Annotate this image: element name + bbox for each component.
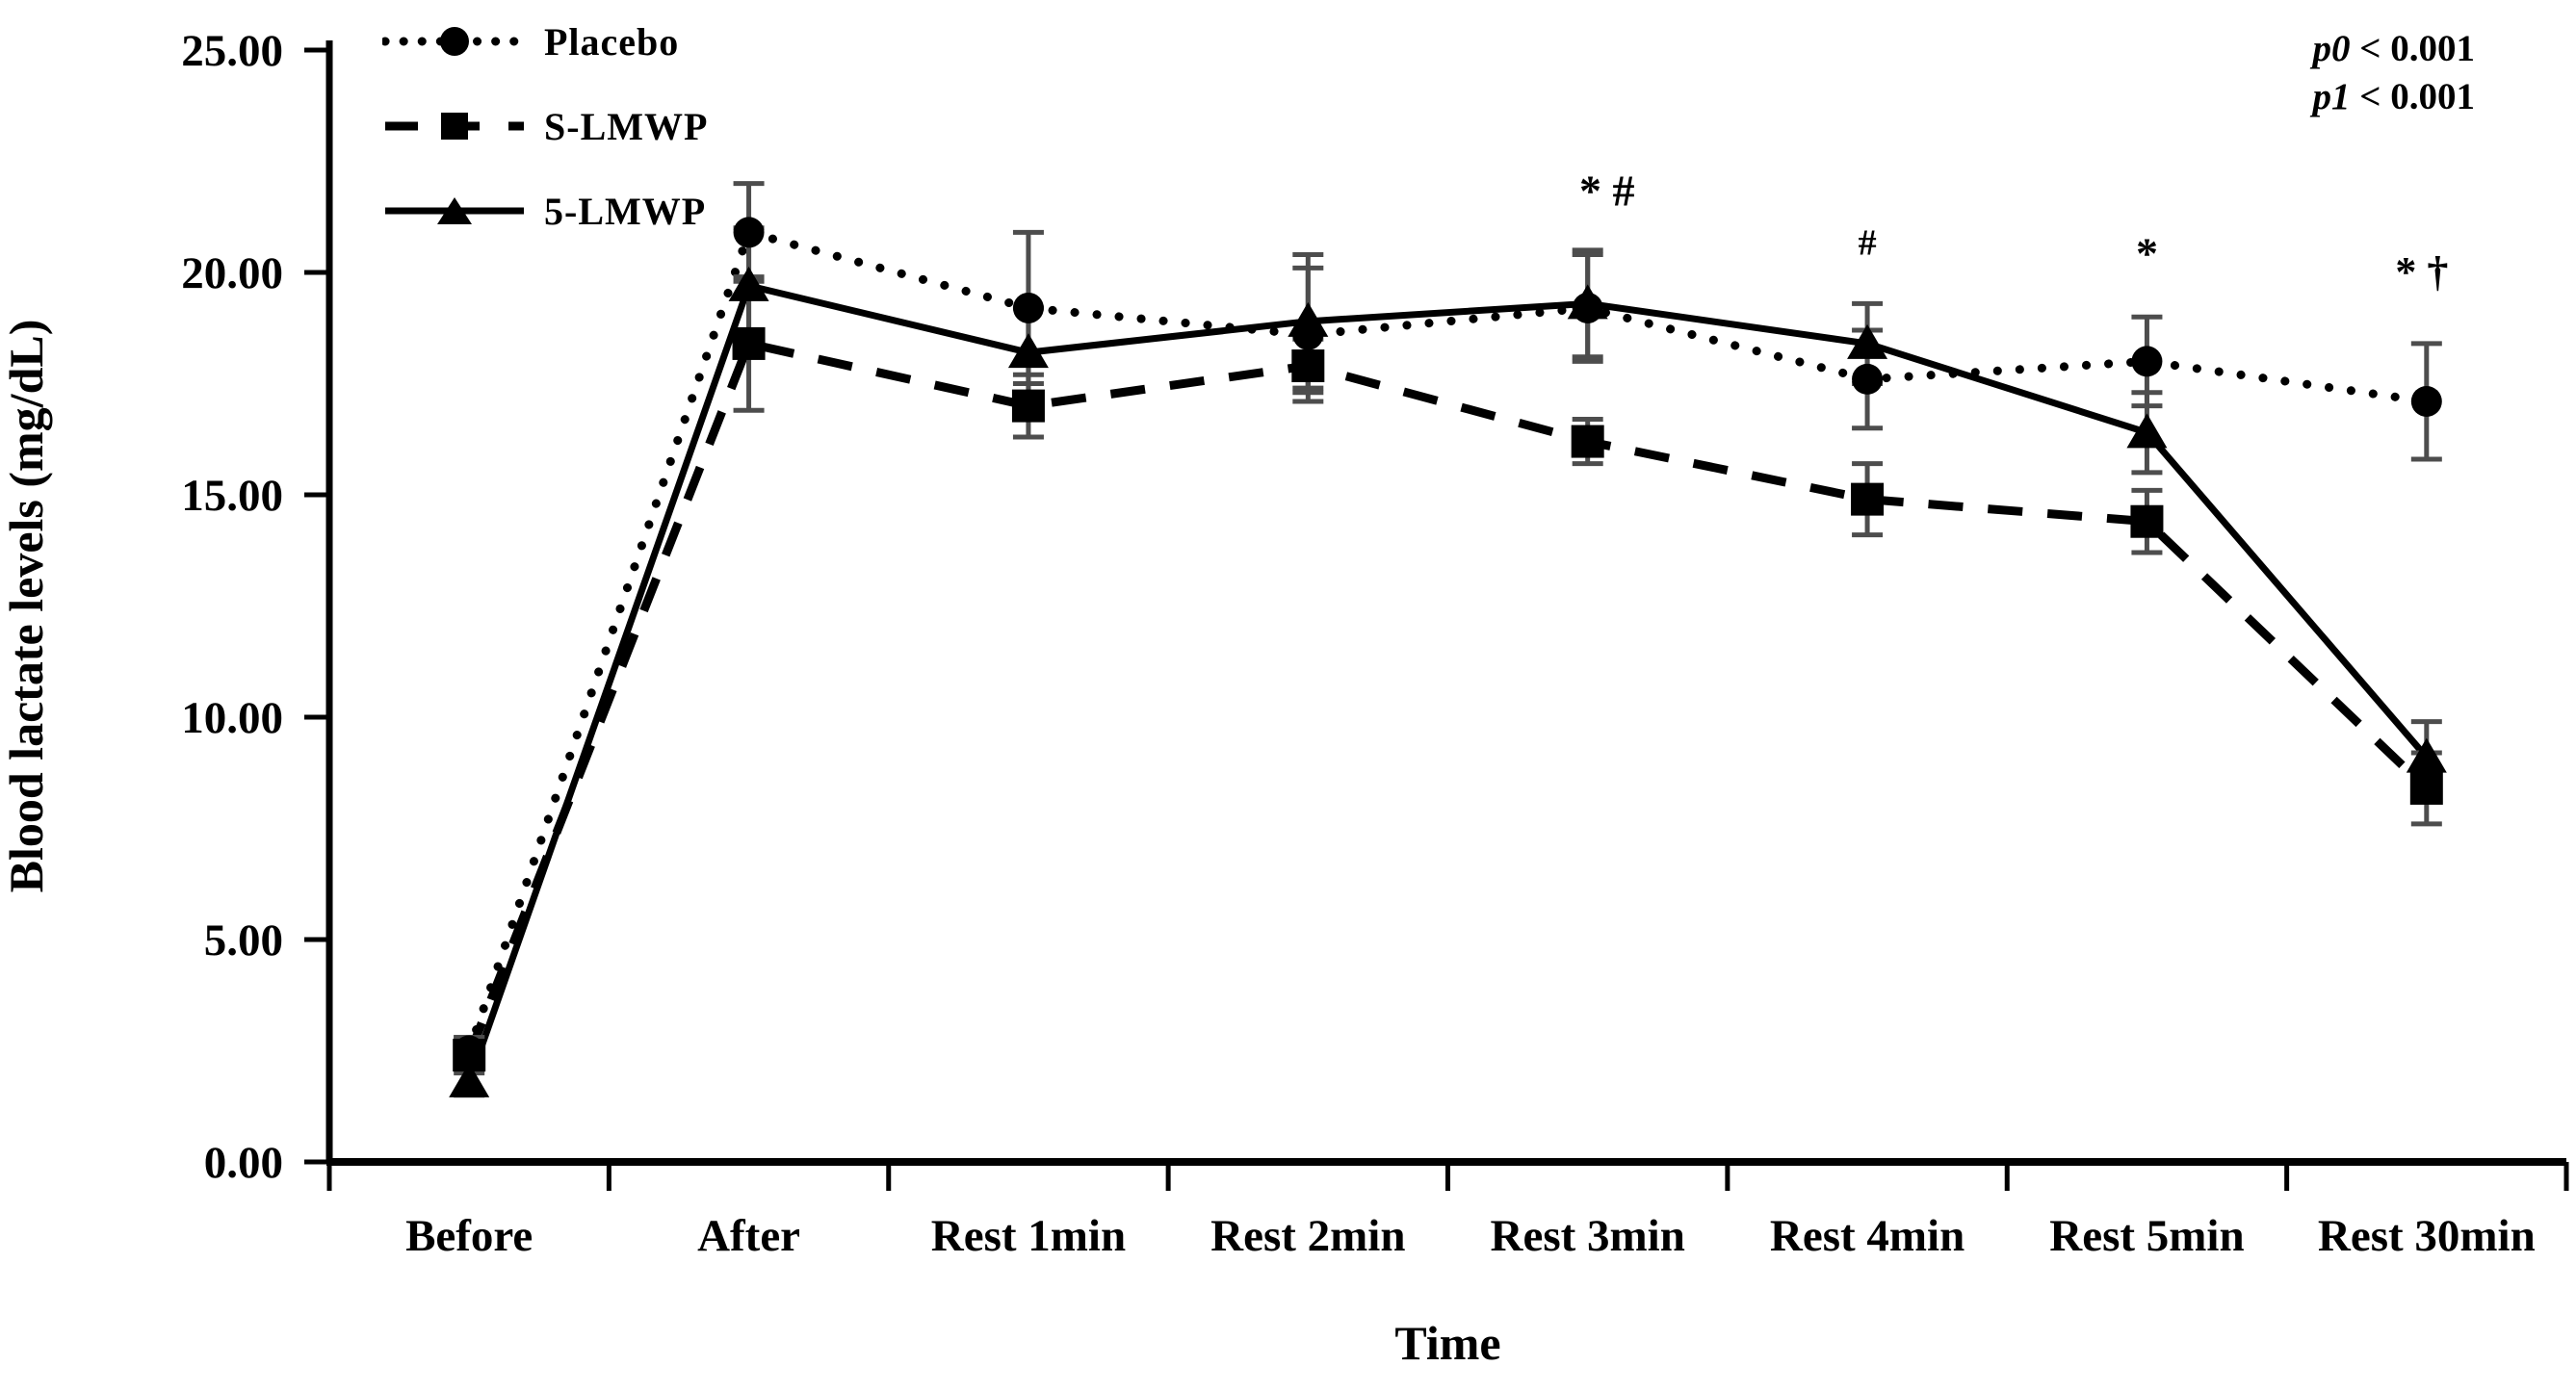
y-axis-title: Blood lactate levels (mg/dL): [0, 320, 53, 893]
stat-notes: p0 < 0.001 p1 < 0.001: [2313, 25, 2475, 121]
legend-marker-square: [441, 113, 468, 140]
y-tick-label: 20.00: [181, 248, 283, 298]
stat-note-symbol: p1: [2312, 75, 2351, 117]
marker-square: [1851, 482, 1885, 516]
legend-label: 5-LMWP: [544, 189, 707, 233]
marker-triangle: [2406, 737, 2447, 773]
y-tick-label: 15.00: [181, 471, 283, 521]
marker-square: [732, 326, 766, 360]
x-tick-label: Rest 30min: [2318, 1211, 2536, 1261]
x-axis-title: Time: [1394, 1316, 1500, 1370]
marker-triangle: [2126, 413, 2168, 449]
legend-marker-circle: [440, 27, 469, 56]
legend: Placebo S-LMWP 5-LMWP: [382, 19, 709, 233]
marker-circle: [733, 217, 765, 248]
legend-sample-dashed-line-icon: [385, 113, 524, 140]
x-tick-label: Rest 1min: [931, 1211, 1126, 1261]
stat-note: p0 < 0.001: [2313, 25, 2475, 73]
x-tick-label: Rest 3min: [1491, 1211, 1685, 1261]
series-line-s-lmwp: [464, 338, 2430, 1057]
marker-square: [2409, 771, 2443, 805]
legend-marker-triangle: [437, 197, 472, 224]
legend-sample-dotted-line-icon: [382, 27, 527, 56]
marker-square: [1571, 425, 1604, 458]
y-tick-label: 10.00: [181, 693, 283, 743]
marker-triangle: [1007, 333, 1049, 369]
x-tick-label: Rest 2min: [1210, 1211, 1405, 1261]
series-line-placebo: [464, 226, 2432, 1055]
marker-triangle: [1288, 301, 1329, 337]
x-tick-label: After: [697, 1211, 800, 1261]
legend-item-s-lmwp: S-LMWP: [382, 104, 709, 148]
stat-note-value: < 0.001: [2359, 28, 2475, 69]
y-tick-label: 5.00: [204, 915, 283, 966]
series-line-5-lmwp: [465, 281, 2430, 1083]
marker-circle: [1852, 363, 1884, 395]
significance-annotation: *: [2136, 228, 2158, 277]
x-tick-label: Before: [405, 1211, 533, 1261]
y-tick-label: 0.00: [204, 1138, 283, 1188]
stat-note: p1 < 0.001: [2313, 73, 2475, 121]
stat-note-symbol: p0: [2312, 28, 2351, 69]
marker-triangle: [449, 1062, 490, 1097]
marker-square: [1291, 349, 1325, 383]
marker-triangle: [728, 266, 769, 301]
x-tick-label: Rest 5min: [2049, 1211, 2244, 1261]
marker-triangle: [1567, 284, 1608, 320]
significance-annotation: * #: [1579, 167, 1635, 216]
significance-annotation: * †: [2395, 248, 2448, 296]
marker-circle: [1012, 292, 1044, 323]
significance-annotation: #: [1859, 223, 1877, 264]
marker-triangle: [1847, 323, 1888, 359]
legend-sample-solid-line-icon: [385, 197, 524, 224]
y-tick-label: 25.00: [181, 26, 283, 76]
legend-label: S-LMWP: [544, 104, 709, 148]
x-tick-label: Rest 4min: [1770, 1211, 1965, 1261]
marker-square: [1011, 389, 1045, 423]
marker-circle: [2410, 385, 2442, 417]
marker-square: [2130, 504, 2164, 538]
legend-item-placebo: Placebo: [382, 19, 708, 64]
marker-circle: [2131, 346, 2163, 377]
legend-item-5-lmwp: 5-LMWP: [382, 189, 708, 233]
legend-label: Placebo: [544, 19, 680, 64]
stat-note-value: < 0.001: [2359, 75, 2475, 117]
